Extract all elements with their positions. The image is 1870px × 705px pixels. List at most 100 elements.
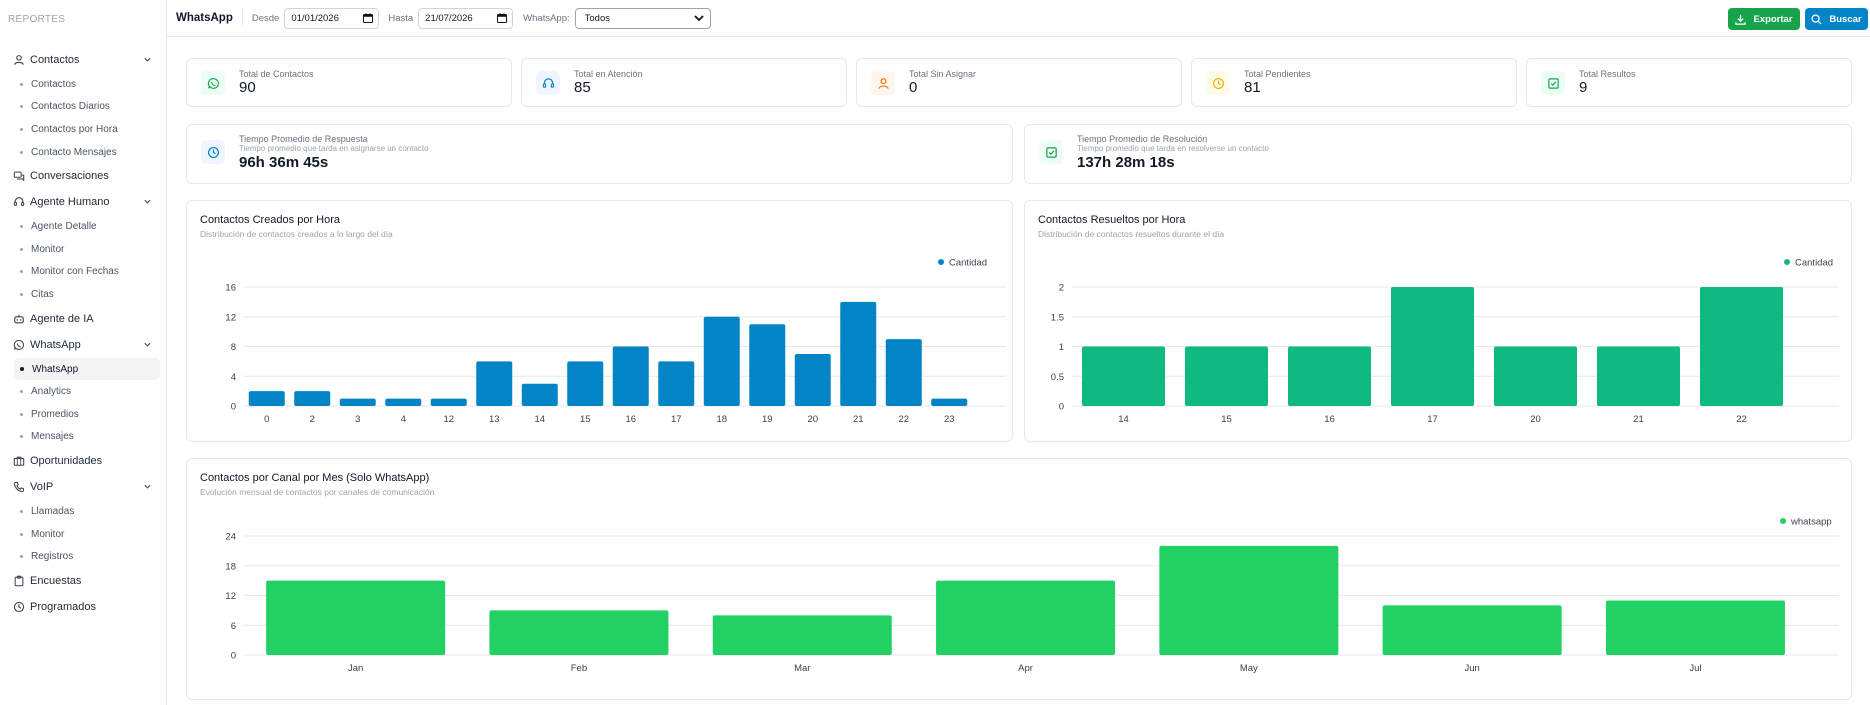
sidebar-item-agente-detalle[interactable]: Agente Detalle — [0, 215, 160, 238]
bar-Apr[interactable] — [936, 580, 1116, 655]
sidebar-group-contactos[interactable]: Contactos — [0, 47, 166, 73]
legend[interactable]: Cantidad — [938, 258, 987, 269]
chevron-down-icon[interactable] — [143, 340, 152, 349]
sidebar-group-label: Agente de IA — [30, 312, 94, 325]
sidebar-group-whatsapp[interactable]: WhatsApp — [0, 332, 166, 358]
bar-20[interactable] — [794, 353, 831, 406]
stat-value: 90 — [239, 79, 256, 96]
bar-22[interactable] — [885, 339, 922, 406]
bar-18[interactable] — [703, 316, 740, 406]
bar-14[interactable] — [1082, 346, 1165, 407]
bar-4[interactable] — [385, 398, 422, 406]
bar-15[interactable] — [567, 361, 604, 406]
time-icon-box — [1039, 140, 1063, 164]
chevron-down-icon[interactable] — [143, 197, 152, 206]
sidebar-item-analytics[interactable]: Analytics — [0, 380, 160, 403]
sidebar-item-contactos-por-hora[interactable]: Contactos por Hora — [0, 118, 160, 141]
chevron-down-icon[interactable] — [143, 482, 152, 491]
bar-0[interactable] — [248, 391, 285, 406]
desde-date-input[interactable]: 01/01/2026 — [284, 7, 380, 29]
check-square-icon — [1045, 146, 1057, 158]
check-square-icon — [1547, 77, 1559, 89]
bar-Jan[interactable] — [266, 580, 446, 655]
stat-label: Total en Atención — [574, 69, 643, 79]
bullet-dot — [20, 412, 23, 416]
sidebar-item-promedios[interactable]: Promedios — [0, 403, 160, 426]
stat-card-total-contactos: Total de Contactos 90 — [186, 58, 512, 107]
legend[interactable]: Cantidad — [1784, 258, 1833, 269]
bar-22[interactable] — [1700, 287, 1783, 406]
x-tick-label: 19 — [762, 414, 773, 425]
whatsapp-icon — [13, 339, 24, 350]
bar-17[interactable] — [658, 361, 695, 406]
stat-card-total-pendientes: Total Pendientes 81 — [1191, 58, 1517, 107]
bar-13[interactable] — [476, 361, 513, 406]
hasta-label: Hasta — [388, 12, 414, 24]
sidebar-item-contactos[interactable]: Contactos — [0, 73, 160, 96]
sidebar-item-contactos-diarios[interactable]: Contactos Diarios — [0, 96, 160, 119]
export-button[interactable]: Exportar — [1728, 8, 1800, 30]
bar-Feb[interactable] — [489, 610, 669, 655]
bar-21[interactable] — [1597, 346, 1680, 407]
bullet-dot — [20, 247, 23, 251]
sidebar-item-llamadas[interactable]: Llamadas — [0, 500, 160, 523]
sidebar-item-contacto-mensajes[interactable]: Contacto Mensajes — [0, 141, 160, 164]
bar-15[interactable] — [1185, 346, 1268, 407]
x-tick-label: 12 — [443, 414, 454, 425]
sidebar-item-whatsapp[interactable]: WhatsApp — [14, 357, 160, 381]
stat-label: Total de Contactos — [239, 69, 314, 79]
calendar-icon[interactable] — [363, 13, 374, 23]
bar-3[interactable] — [339, 398, 376, 406]
download-icon — [1735, 14, 1747, 25]
desde-label: Desde — [251, 12, 280, 24]
y-tick-label: 1.5 — [1051, 312, 1064, 323]
bar-12[interactable] — [430, 398, 467, 406]
sidebar-group-encuestas[interactable]: Encuestas — [0, 568, 166, 594]
bar-23[interactable] — [931, 398, 968, 406]
bar-Mar[interactable] — [712, 615, 892, 655]
time-description: Tiempo promedio que tarda en asignarse u… — [239, 144, 429, 153]
legend-label: Cantidad — [1795, 258, 1833, 269]
chart-subtitle: Evolución mensual de contactos por canal… — [200, 487, 435, 497]
sidebar-item-monitor[interactable]: Monitor — [0, 523, 160, 546]
sidebar-item-registros[interactable]: Registros — [0, 545, 160, 568]
bar-14[interactable] — [521, 383, 558, 406]
robot-icon — [14, 314, 24, 324]
bar-21[interactable] — [840, 301, 877, 406]
x-tick-label: 21 — [1633, 414, 1644, 425]
legend[interactable]: whatsapp — [1780, 517, 1832, 528]
whatsapp-select[interactable]: Todos — [574, 7, 711, 29]
chevron-down-icon[interactable] — [143, 55, 152, 64]
bar-20[interactable] — [1494, 346, 1577, 407]
sidebar-item-label: Mensajes — [31, 431, 74, 443]
clock-icon-wrap — [12, 600, 26, 614]
sidebar-group-oportunidades[interactable]: Oportunidades — [0, 448, 166, 474]
chart-title: Contactos Creados por Hora — [200, 214, 341, 226]
bar-Jun[interactable] — [1382, 605, 1562, 655]
sidebar-item-monitor-con-fechas[interactable]: Monitor con Fechas — [0, 261, 160, 284]
sidebar-item-label: Agente Detalle — [31, 221, 97, 233]
bar-Jul[interactable] — [1605, 600, 1785, 655]
sidebar-item-citas[interactable]: Citas — [0, 283, 160, 306]
bar-May[interactable] — [1159, 545, 1339, 655]
bar-16[interactable] — [612, 346, 649, 407]
sidebar-group-label: Agente Humano — [30, 196, 110, 209]
hasta-date-input[interactable]: 21/07/2026 — [418, 7, 514, 29]
search-button[interactable]: Buscar — [1805, 8, 1868, 30]
bar-16[interactable] — [1288, 346, 1371, 407]
bar-17[interactable] — [1391, 287, 1474, 406]
chart-card-resolved-by-hour: Contactos Resueltos por Hora Distribució… — [1024, 200, 1852, 442]
sidebar-item-monitor[interactable]: Monitor — [0, 238, 160, 261]
bar-19[interactable] — [749, 324, 786, 406]
sidebar-group-agente-humano[interactable]: Agente Humano — [0, 189, 166, 215]
sidebar-group-agente-de-ia[interactable]: Agente de IA — [0, 306, 166, 332]
sidebar-group-programados[interactable]: Programados — [0, 594, 166, 620]
sidebar-item-mensajes[interactable]: Mensajes — [0, 426, 160, 449]
calendar-icon[interactable] — [497, 13, 508, 23]
sidebar-group-conversaciones[interactable]: Conversaciones — [0, 163, 166, 189]
sidebar-group-voip[interactable]: VoIP — [0, 474, 166, 500]
search-button-label: Buscar — [1829, 13, 1862, 25]
chat-icon — [13, 172, 25, 182]
bar-2[interactable] — [294, 391, 331, 406]
